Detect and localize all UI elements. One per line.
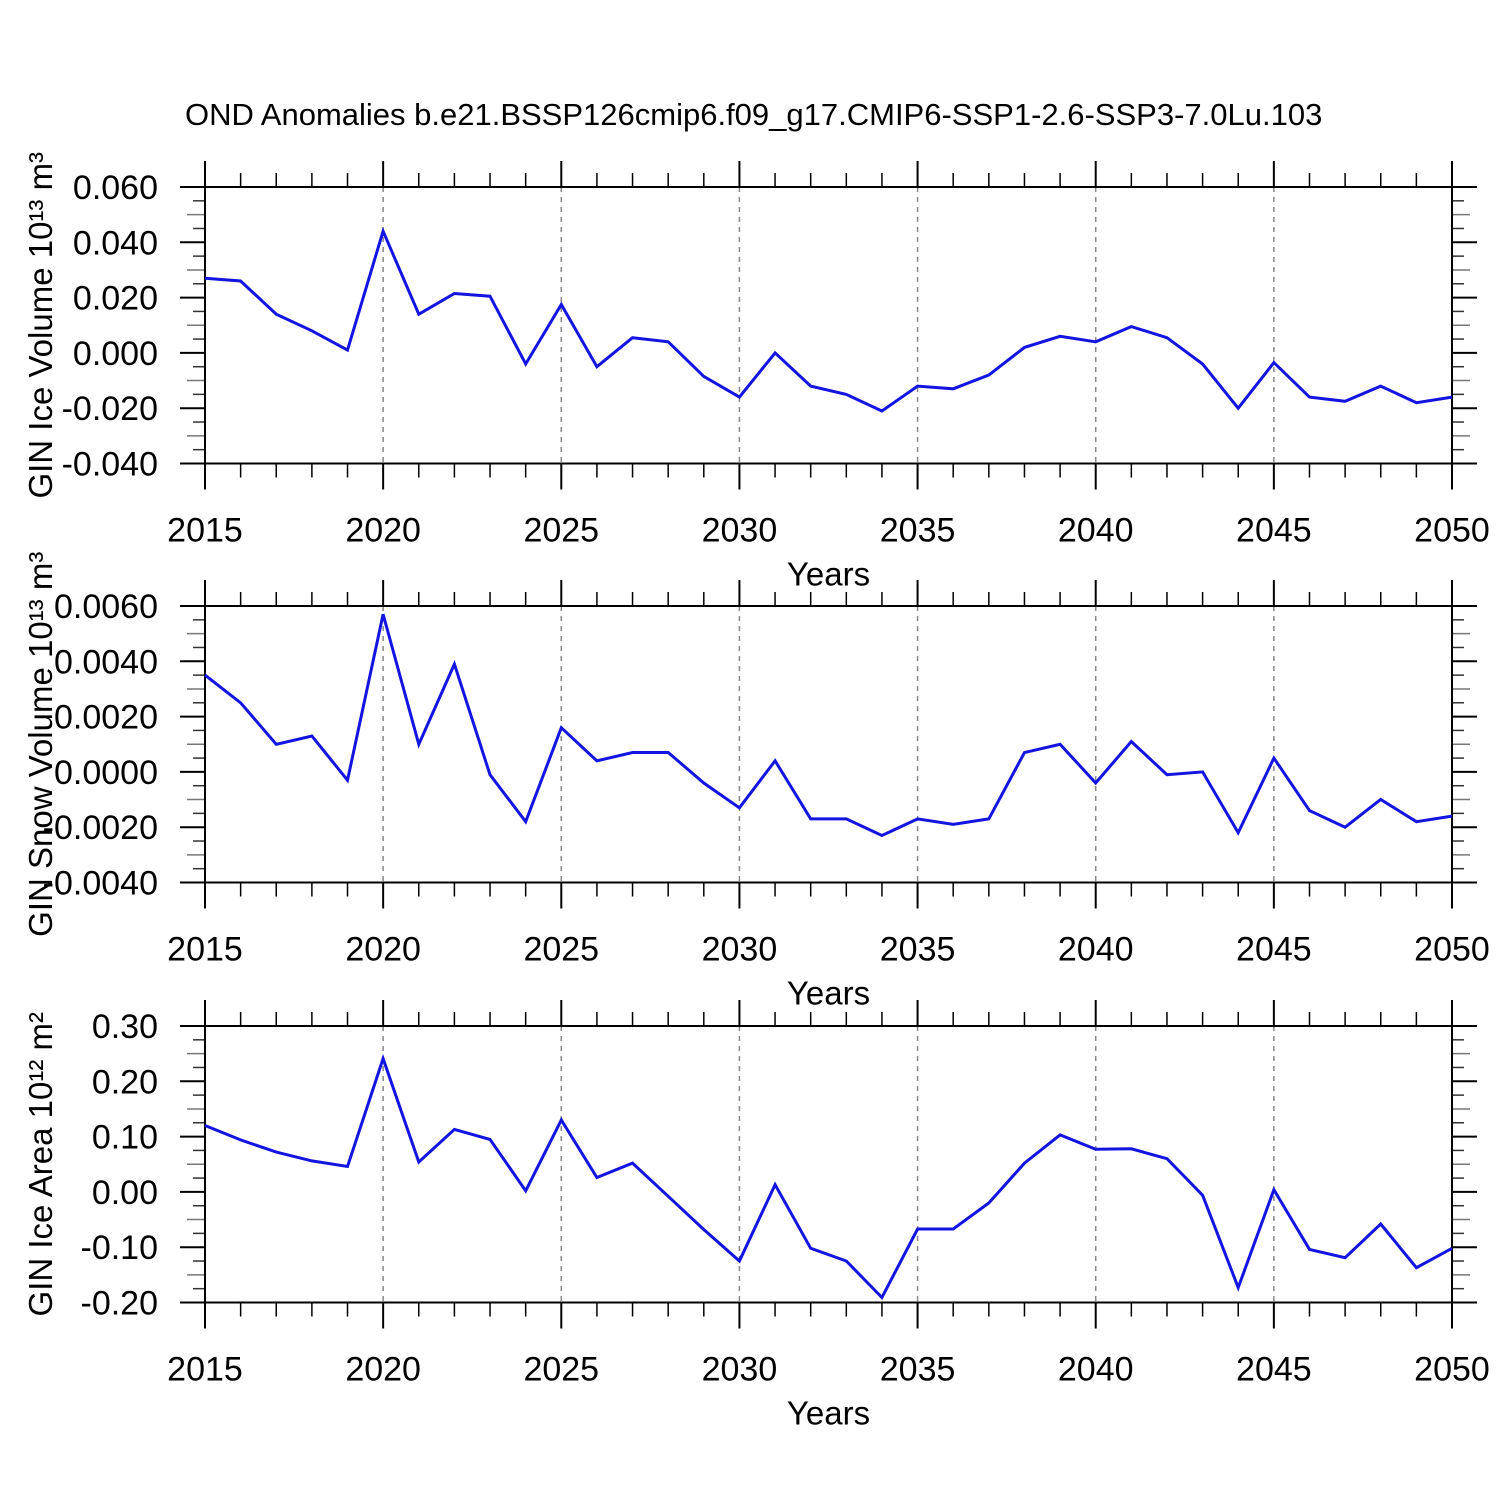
y-tick-label: 0.040 <box>73 224 158 262</box>
x-tick-label: 2015 <box>167 512 243 550</box>
y-tick-label: -0.0040 <box>43 865 158 903</box>
y-tick-label: -0.020 <box>62 390 158 428</box>
y-tick-label: -0.10 <box>81 1229 159 1267</box>
series-line-gin-ice-volume <box>204 226 1453 413</box>
x-tick-label: 2020 <box>345 1351 421 1389</box>
y-tick-label: 0.00 <box>92 1174 158 1212</box>
y-tick-label: -0.20 <box>81 1285 159 1323</box>
series-line-gin-ice-area <box>204 1053 1453 1301</box>
y-tick-label: 0.0000 <box>54 754 158 792</box>
x-tick-label: 2015 <box>167 1351 243 1389</box>
x-tick-label: 2015 <box>167 931 243 969</box>
x-tick-label: 2030 <box>702 512 778 550</box>
x-tick-label: 2020 <box>345 512 421 550</box>
y-axis-title: GIN Ice Area 10¹² m² <box>22 1012 59 1316</box>
x-tick-label: 2025 <box>523 1351 599 1389</box>
y-tick-label: 0.000 <box>73 335 158 373</box>
x-tick-label: 2040 <box>1058 512 1134 550</box>
x-axis-title: Years <box>787 1395 870 1432</box>
panel-gin-snow-volume: 0.00600.00400.00200.0000-0.0020-0.004020… <box>22 552 1490 1012</box>
panel-border <box>204 605 1453 884</box>
x-tick-label: 2040 <box>1058 1351 1134 1389</box>
x-tick-label: 2050 <box>1414 1351 1490 1389</box>
x-tick-label: 2035 <box>880 512 956 550</box>
y-tick-label: 0.10 <box>92 1119 158 1157</box>
series-line-gin-snow-volume <box>204 613 1453 838</box>
x-tick-label: 2035 <box>880 931 956 969</box>
y-axis-title: GIN Snow Volume 10¹³ m³ <box>22 552 59 937</box>
x-tick-label: 2020 <box>345 931 421 969</box>
x-axis-title: Years <box>787 556 870 593</box>
y-tick-label: 0.30 <box>92 1008 158 1046</box>
x-tick-label: 2045 <box>1236 931 1312 969</box>
x-tick-label: 2035 <box>880 1351 956 1389</box>
y-tick-label: 0.0060 <box>54 588 158 626</box>
panel-border <box>204 1025 1453 1304</box>
y-tick-label: 0.20 <box>92 1063 158 1101</box>
x-axis-title: Years <box>787 975 870 1012</box>
y-tick-label: 0.020 <box>73 280 158 318</box>
y-tick-label: -0.0020 <box>43 809 158 847</box>
y-tick-label: 0.0020 <box>54 699 158 737</box>
y-axis-title: GIN Ice Volume 10¹³ m³ <box>22 152 59 499</box>
x-tick-label: 2050 <box>1414 512 1490 550</box>
x-tick-label: 2045 <box>1236 512 1312 550</box>
x-tick-label: 2050 <box>1414 931 1490 969</box>
figure-title: OND Anomalies b.e21.BSSP126cmip6.f09_g17… <box>185 97 1323 132</box>
x-tick-label: 2030 <box>702 1351 778 1389</box>
x-tick-label: 2045 <box>1236 1351 1312 1389</box>
y-tick-label: 0.060 <box>73 169 158 207</box>
y-tick-label: 0.0040 <box>54 643 158 681</box>
x-tick-label: 2025 <box>523 512 599 550</box>
x-tick-label: 2030 <box>702 931 778 969</box>
y-tick-label: -0.040 <box>62 446 158 484</box>
x-tick-label: 2025 <box>523 931 599 969</box>
panel-border <box>204 186 1453 465</box>
x-tick-label: 2040 <box>1058 931 1134 969</box>
